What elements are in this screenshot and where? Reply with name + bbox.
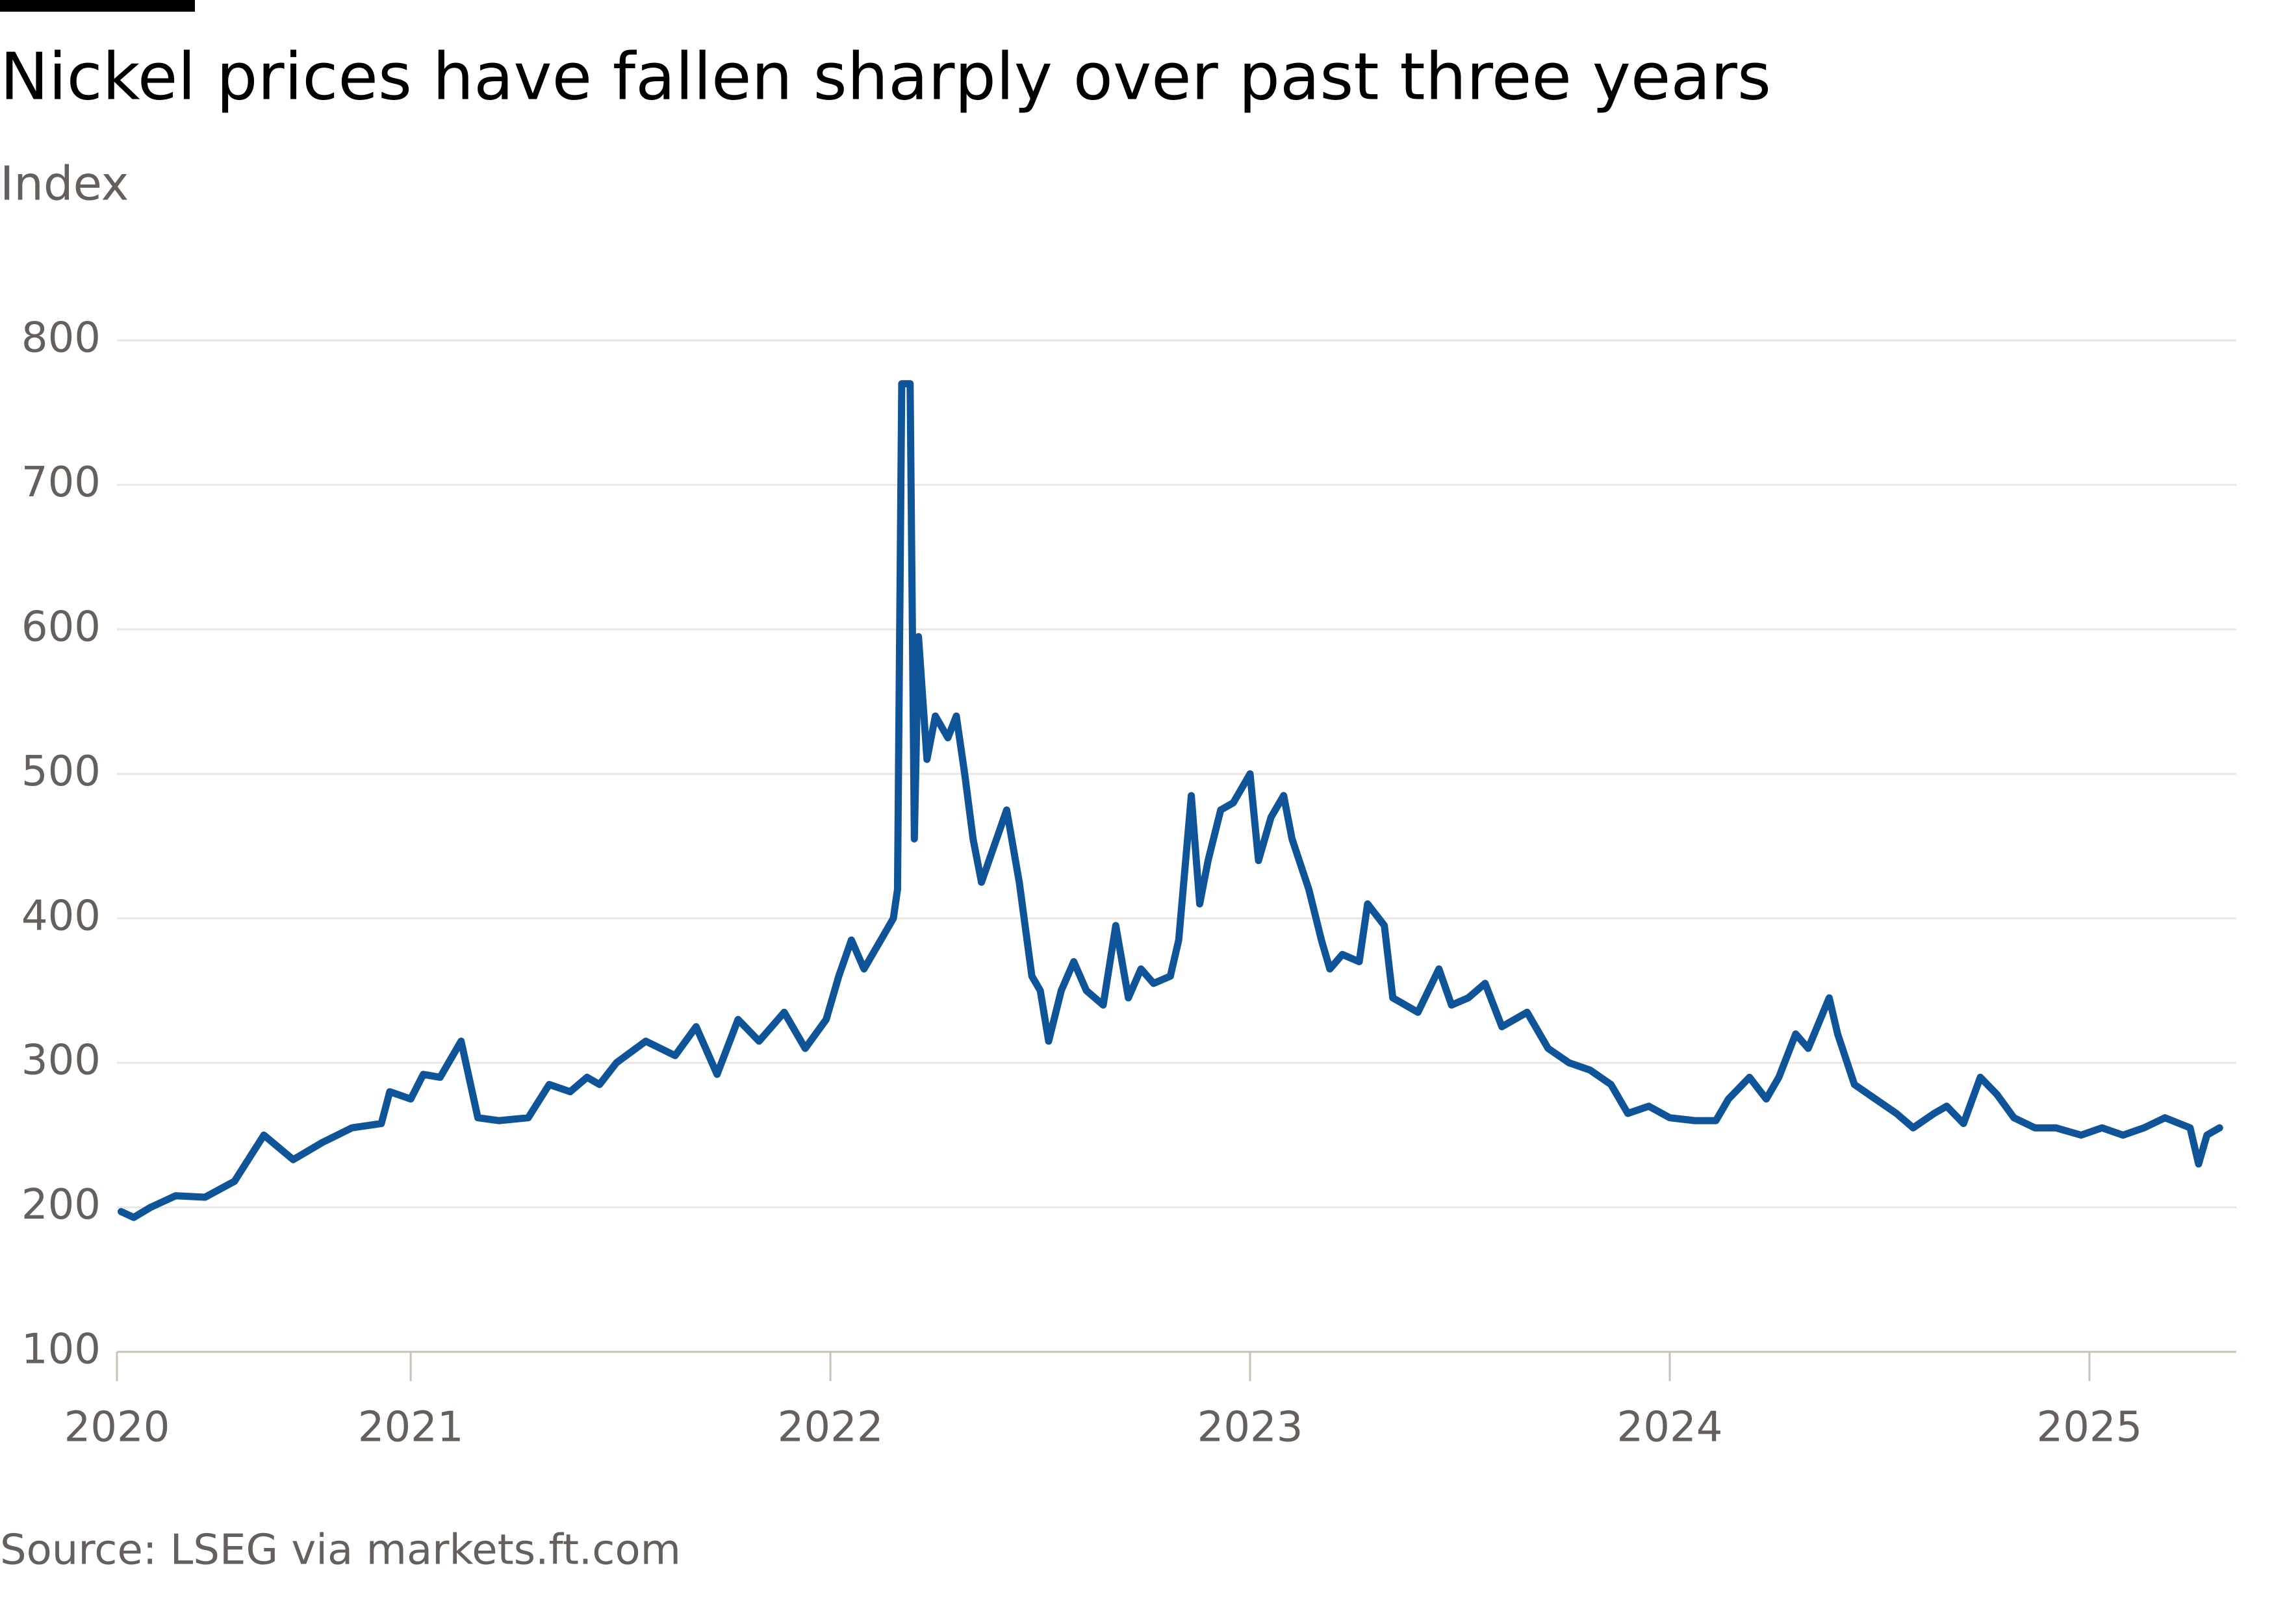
y-tick-label: 800 — [21, 314, 101, 362]
y-tick-label: 600 — [21, 603, 101, 651]
y-tick-label: 500 — [21, 748, 101, 796]
x-tick-label: 2022 — [778, 1404, 884, 1452]
source: Source: LSEG via markets.ft.com — [0, 1527, 681, 1575]
y-tick-label: 100 — [21, 1326, 101, 1374]
x-tick-label: 2025 — [2036, 1404, 2142, 1452]
y-tick-label: 300 — [21, 1037, 101, 1085]
x-tick-label: 2023 — [1197, 1404, 1303, 1452]
y-tick-label: 400 — [21, 892, 101, 940]
chart-subtitle: Index — [0, 157, 129, 211]
brand-bar — [0, 0, 195, 12]
x-tick-label: 2024 — [1617, 1404, 1723, 1452]
y-tick-label: 200 — [21, 1181, 101, 1229]
y-tick-label: 700 — [21, 459, 101, 507]
price-line — [118, 380, 2223, 1221]
chart-title: Nickel prices have fallen sharply over p… — [0, 38, 1771, 114]
x-tick-label: 2021 — [358, 1404, 464, 1452]
x-tick-label: 2020 — [64, 1404, 170, 1452]
